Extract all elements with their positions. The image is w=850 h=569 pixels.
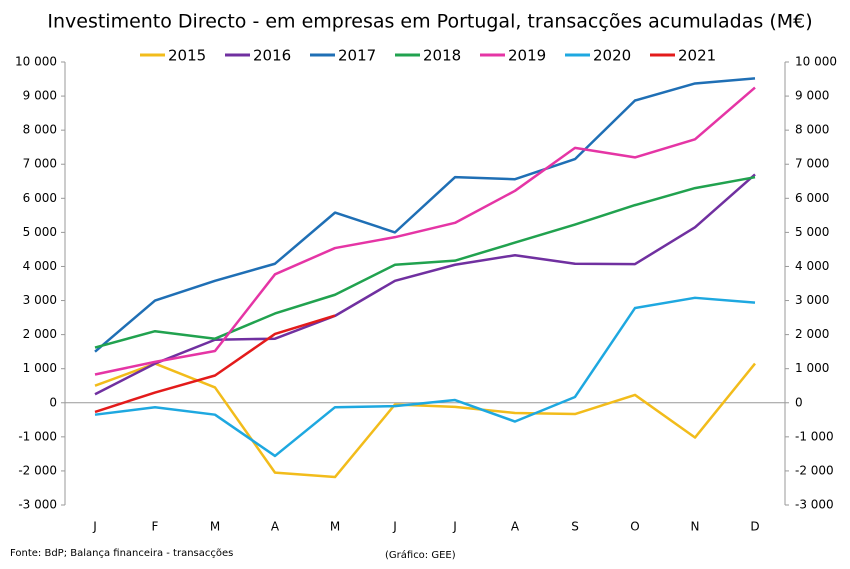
x-tick-label: J (392, 520, 397, 534)
x-tick-label: M (330, 520, 340, 534)
y-tick-label: 3 000 (23, 293, 57, 307)
y2-tick-label: 3 000 (795, 293, 829, 307)
x-tick-label: J (92, 520, 97, 534)
legend-label: 2015 (168, 47, 206, 65)
y-tick-label: 10 000 (15, 55, 57, 69)
series-line (94, 314, 336, 414)
y2-tick-label: -3 000 (795, 498, 834, 512)
y-tick-label: 2 000 (23, 327, 57, 341)
y2-tick-label: 8 000 (795, 123, 829, 137)
note: (Gráfico: GEE) (385, 549, 456, 561)
y-tick-label: -3 000 (18, 498, 57, 512)
x-tick-label: S (571, 520, 579, 534)
y-tick-label: 7 000 (23, 157, 57, 171)
x-tick-label: J (452, 520, 457, 534)
legend-label: 2016 (253, 47, 291, 65)
y-tick-label: 4 000 (23, 259, 57, 273)
legend-label: 2017 (338, 47, 376, 65)
x-tick-label: N (691, 520, 700, 534)
y-tick-label: 9 000 (23, 89, 57, 103)
series-line (94, 173, 756, 396)
y2-tick-label: -2 000 (795, 463, 834, 477)
y2-tick-label: 6 000 (795, 191, 829, 205)
x-tick-label: O (630, 520, 639, 534)
y2-tick-label: -1 000 (795, 429, 834, 443)
series-line (94, 77, 756, 353)
y2-tick-label: 7 000 (795, 157, 829, 171)
y2-tick-label: 5 000 (795, 225, 829, 239)
y2-tick-label: 10 000 (795, 55, 837, 69)
series-line (94, 86, 756, 376)
y-tick-label: 6 000 (23, 191, 57, 205)
series-line (94, 296, 756, 458)
x-tick-label: F (152, 520, 159, 534)
legend-label: 2019 (508, 47, 546, 65)
x-tick-label: A (511, 520, 520, 534)
x-tick-label: M (210, 520, 220, 534)
x-tick-label: D (750, 520, 759, 534)
y-tick-label: 5 000 (23, 225, 57, 239)
legend-label: 2021 (678, 47, 716, 65)
y-tick-label: 8 000 (23, 123, 57, 137)
y-tick-label: -2 000 (18, 463, 57, 477)
legend-label: 2020 (593, 47, 631, 65)
y2-tick-label: 1 000 (795, 361, 829, 375)
y2-tick-label: 9 000 (795, 89, 829, 103)
y-tick-label: 0 (49, 395, 57, 409)
y-tick-label: 1 000 (23, 361, 57, 375)
source: Fonte: BdP; Balança financeira - transac… (10, 548, 233, 559)
y-tick-label: -1 000 (18, 429, 57, 443)
chart-title: Investimento Directo - em empresas em Po… (47, 11, 812, 33)
series-line (94, 175, 756, 349)
legend-label: 2018 (423, 47, 461, 65)
series-line (94, 362, 756, 479)
y2-tick-label: 4 000 (795, 259, 829, 273)
y2-tick-label: 0 (795, 395, 803, 409)
y2-tick-label: 2 000 (795, 327, 829, 341)
x-tick-label: A (271, 520, 280, 534)
